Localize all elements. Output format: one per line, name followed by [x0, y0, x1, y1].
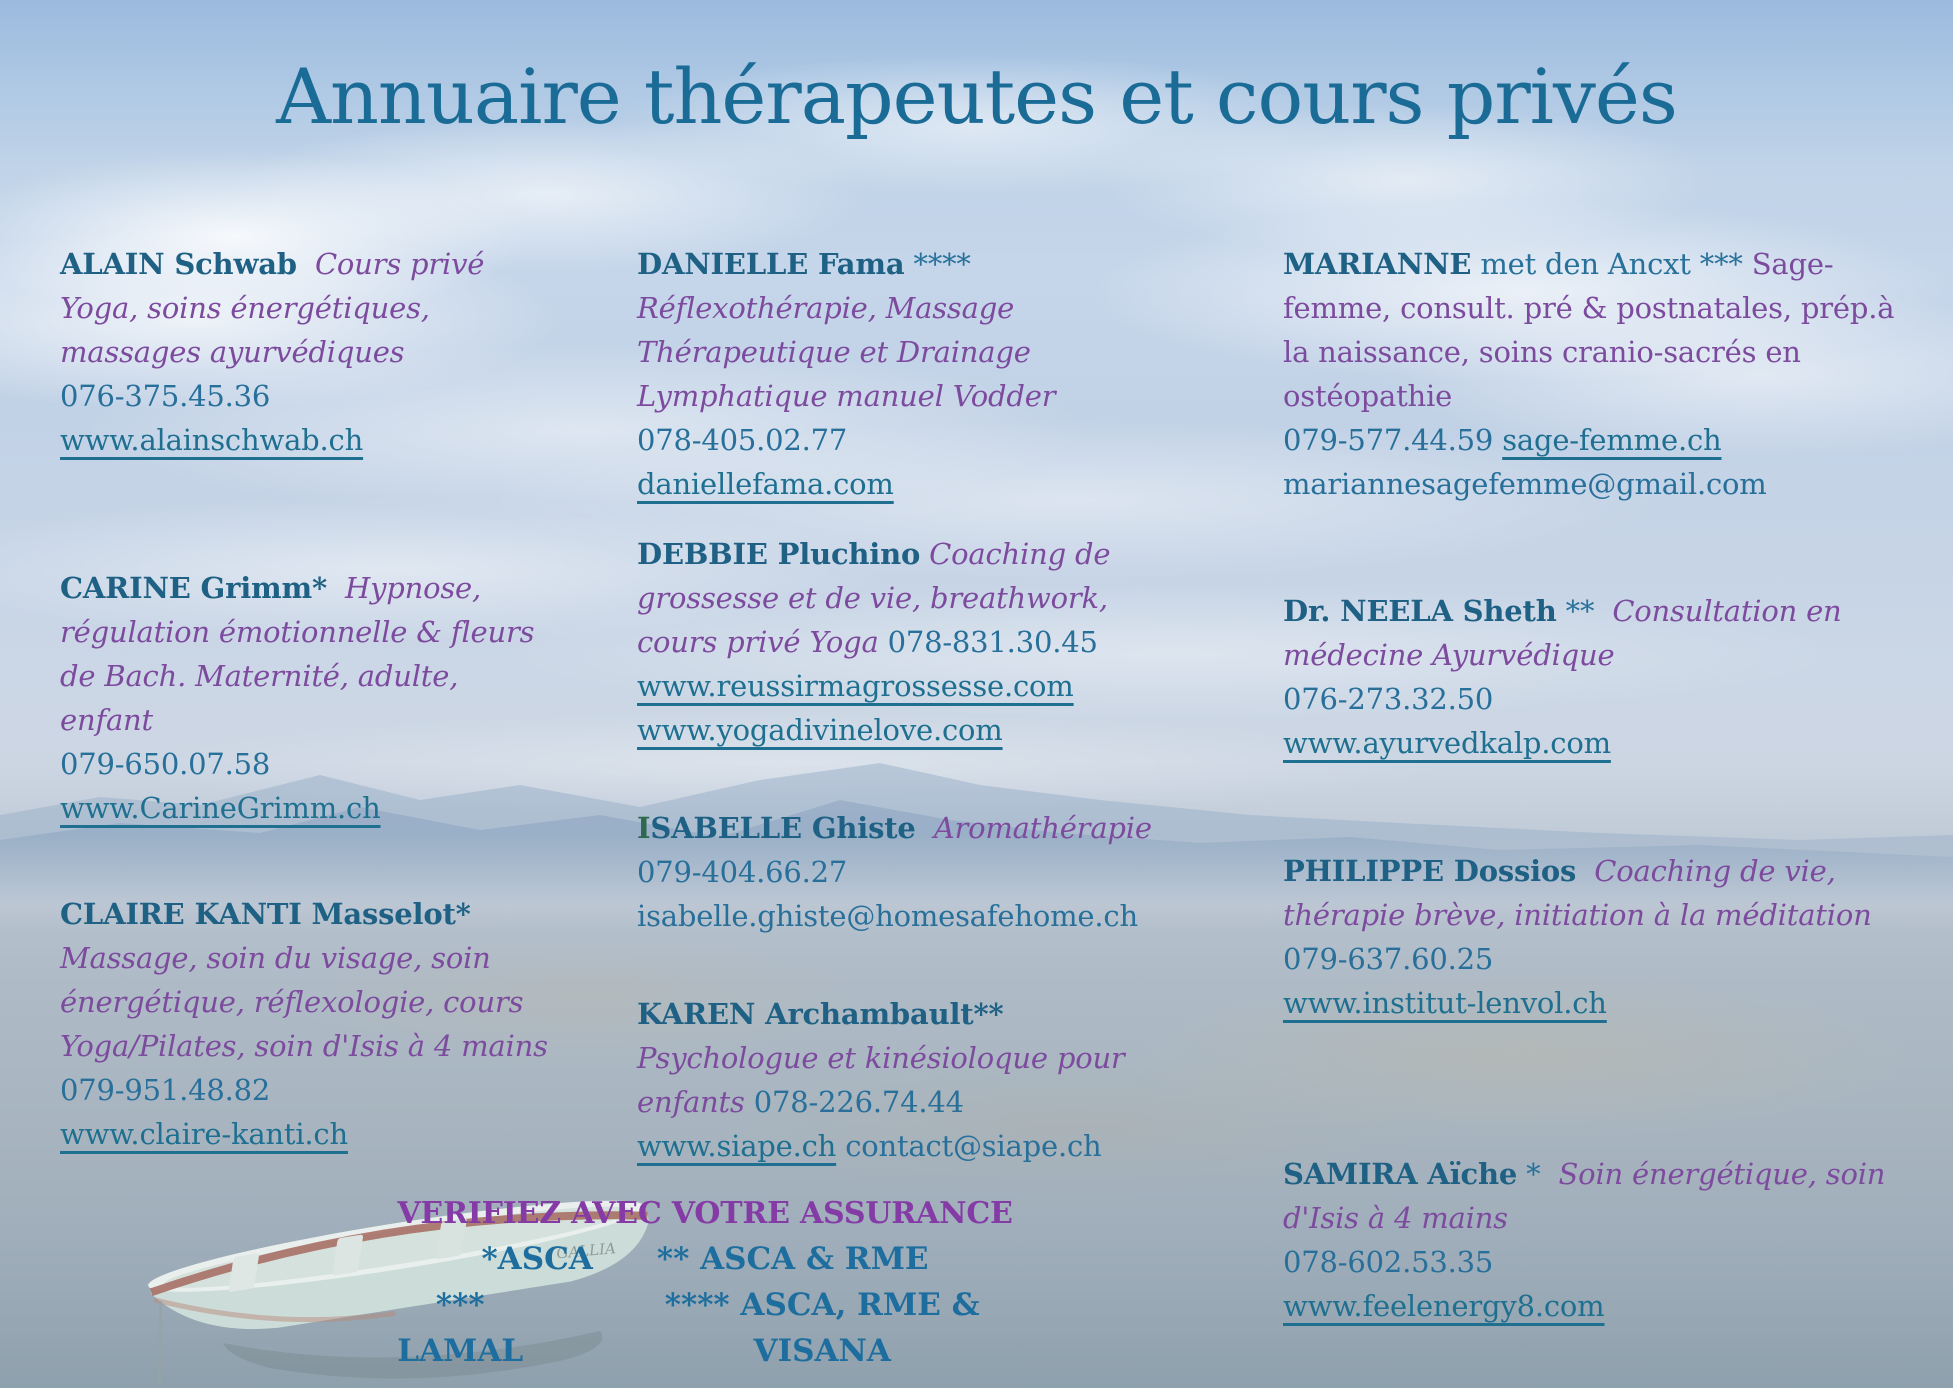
email-address[interactable]: contact@siape.ch — [845, 1129, 1102, 1163]
entry-alain: ALAIN Schwab Cours privé Yoga, soins éne… — [60, 242, 540, 462]
therapist-name: DEBBIE Pluchino — [637, 537, 921, 571]
phone-number: 078-226.74.44 — [753, 1085, 964, 1119]
green-initial: I — [637, 811, 651, 845]
boat-illustration: GALLIA — [148, 1200, 649, 1385]
specialty-description: Massage, soin du visage, soin énergétiqu… — [60, 941, 548, 1063]
insurance-item-asca-rme-visana: **** ASCA, RME & VISANA — [664, 1287, 980, 1369]
entry-danielle: DANIELLE Fama **** Réflexothérapie, Mass… — [637, 242, 1167, 506]
entry-marianne: MARIANNE met den Ancxt *** Sage-femme, c… — [1283, 242, 1928, 506]
specialty-description: Consultation en médecine Ayurvédique — [1283, 594, 1842, 672]
specialty-description: Psychologue et kinésioloque pour enfants — [637, 1041, 1125, 1119]
star-rating: *** — [1699, 247, 1743, 281]
specialty-description: Coaching de vie, thérapie brève, initiat… — [1283, 854, 1872, 932]
email-address[interactable]: mariannesagefemme@gmail.com — [1283, 467, 1767, 501]
therapist-name: SAMIRA Aïche — [1283, 1157, 1518, 1191]
insurance-item-lamal: *** LAMAL — [397, 1287, 524, 1369]
therapist-name: PHILIPPE Dossios — [1283, 854, 1577, 888]
website-link[interactable]: daniellefama.com — [637, 467, 894, 501]
star-rating: * — [1526, 1157, 1541, 1191]
therapist-name: ALAIN Schwab — [60, 247, 297, 281]
insurance-row-1: *ASCA ** ASCA & RME — [375, 1236, 1035, 1282]
specialty-description: Réflexothérapie, Massage Thérapeutique e… — [637, 291, 1056, 413]
therapist-name-suffix: met den Ancxt — [1480, 247, 1691, 281]
entry-claire: CLAIRE KANTI Masselot* Massage, soin du … — [60, 892, 560, 1156]
specialty-description: Coaching de grossesse et de vie, breathw… — [637, 537, 1111, 659]
website-link[interactable]: www.ayurvedkalp.com — [1283, 726, 1611, 760]
phone-number: 079-650.07.58 — [60, 747, 271, 781]
insurance-heading: VERIFIEZ AVEC VOTRE ASSURANCE — [397, 1196, 1013, 1231]
entry-samira: SAMIRA Aïche * Soin énergétique, soin d'… — [1283, 1152, 1928, 1328]
boat-name: GALLIA — [556, 1239, 617, 1262]
insurance-item-asca: *ASCA — [481, 1241, 593, 1277]
phone-number: 078-602.53.35 — [1283, 1245, 1494, 1279]
insurance-item-asca-rme: ** ASCA & RME — [656, 1241, 929, 1277]
phone-number: 078-405.02.77 — [637, 423, 848, 457]
therapist-name: MARIANNE — [1283, 247, 1472, 281]
entry-neela: Dr. NEELA Sheth ** Consultation en médec… — [1283, 589, 1928, 765]
entry-philippe: PHILIPPE Dossios Coaching de vie, thérap… — [1283, 849, 1928, 1025]
website-link[interactable]: www.claire-kanti.ch — [60, 1117, 348, 1151]
phone-number: 078-831.30.45 — [887, 625, 1098, 659]
therapist-name: DANIELLE Fama — [637, 247, 905, 281]
website-link[interactable]: www.yogadivinelove.com — [637, 713, 1003, 747]
entry-carine: CARINE Grimm* Hypnose, régulation émotio… — [60, 566, 540, 830]
specialty-description: Hypnose, régulation émotionnelle & fleur… — [60, 571, 535, 737]
email-address[interactable]: isabelle.ghiste@homesafehome.ch — [637, 899, 1138, 933]
website-link[interactable]: www.institut-lenvol.ch — [1283, 986, 1607, 1020]
insurance-legend: VERIFIEZ AVEC VOTRE ASSURANCE *ASCA ** A… — [375, 1192, 1035, 1374]
website-link[interactable]: sage-femme.ch — [1502, 423, 1722, 457]
phone-number: 076-375.45.36 — [60, 379, 271, 413]
boat-reflection — [223, 1331, 603, 1379]
phone-number: 076-273.32.50 — [1283, 682, 1494, 716]
website-link[interactable]: www.reussirmagrossesse.com — [637, 669, 1074, 703]
entry-karen: KAREN Archambault** Psychologue et kinés… — [637, 992, 1177, 1168]
page-title: Annuaire thérapeutes et cours privés — [276, 52, 1678, 141]
specialty-description: Aromathérapie — [933, 811, 1152, 845]
specialty-description: Sage-femme, consult. pré & postnatales, … — [1283, 247, 1895, 413]
website-link[interactable]: www.feelenergy8.com — [1283, 1289, 1605, 1323]
therapist-name: KAREN Archambault** — [637, 997, 1004, 1031]
star-rating: **** — [913, 247, 971, 281]
specialty-description: Soin énergétique, soin d'Isis à 4 mains — [1283, 1157, 1886, 1235]
therapist-name: ISABELLE Ghiste — [637, 811, 916, 845]
specialty-description: Cours privé Yoga, soins énergétiques, ma… — [60, 247, 485, 369]
entry-isabelle: ISABELLE Ghiste Aromathérapie 079-404.66… — [637, 806, 1177, 938]
phone-number: 079-404.66.27 — [637, 855, 848, 889]
entry-debbie: DEBBIE Pluchino Coaching de grossesse et… — [637, 532, 1177, 752]
website-link[interactable]: www.siape.ch — [637, 1129, 837, 1163]
star-rating: ** — [1565, 594, 1595, 628]
phone-number: 079-577.44.59 — [1283, 423, 1494, 457]
therapist-name: CLAIRE KANTI Masselot* — [60, 897, 471, 931]
website-link[interactable]: www.alainschwab.ch — [60, 423, 364, 457]
phone-number: 079-951.48.82 — [60, 1073, 271, 1107]
therapist-name: Dr. NEELA Sheth — [1283, 594, 1557, 628]
mountains-illustration — [0, 763, 1953, 905]
therapist-name: CARINE Grimm* — [60, 571, 327, 605]
insurance-row-2: *** LAMAL **** ASCA, RME & VISANA — [375, 1282, 1035, 1374]
phone-number: 079-637.60.25 — [1283, 942, 1494, 976]
website-link[interactable]: www.CarineGrimm.ch — [60, 791, 381, 825]
